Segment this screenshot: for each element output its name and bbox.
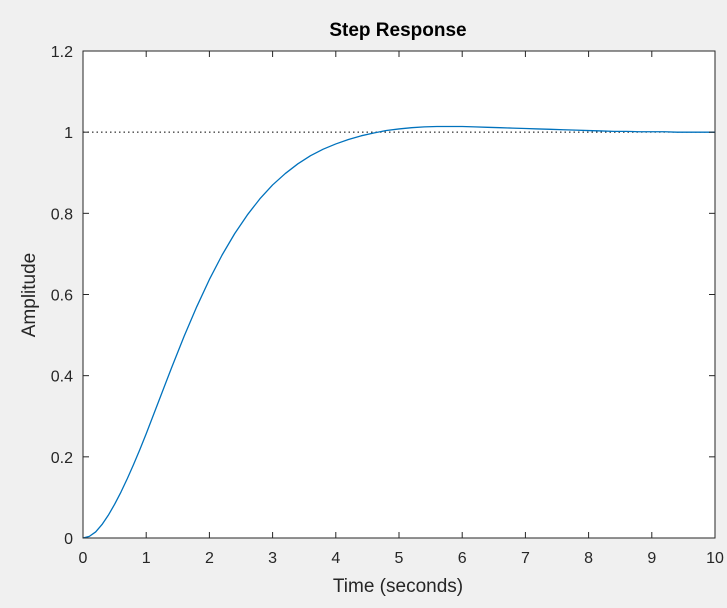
x-tick-label: 4: [331, 550, 340, 567]
axes-box: [82, 50, 716, 539]
y-tick-label: 1: [64, 125, 73, 142]
y-tick-label: 0: [64, 531, 73, 548]
x-tick-label: 2: [205, 550, 214, 567]
y-tick-label: 0.2: [51, 450, 73, 467]
y-tick-label: 1.2: [51, 44, 73, 61]
x-tick-label: 1: [142, 550, 151, 567]
y-tick-label: 0.8: [51, 206, 73, 223]
x-tick-label: 9: [647, 550, 656, 567]
y-tick-label: 0.6: [51, 288, 73, 305]
x-tick-label: 8: [584, 550, 593, 567]
y-tick-label: 0.4: [51, 369, 73, 386]
x-tick-label: 3: [268, 550, 277, 567]
x-tick-label: 6: [458, 550, 467, 567]
x-axis-label: Time (seconds): [333, 576, 463, 597]
x-tick-label: 7: [521, 550, 530, 567]
x-tick-label: 5: [395, 550, 404, 567]
chart-title: Step Response: [329, 20, 466, 41]
x-tick-label: 10: [706, 550, 724, 567]
step-response-line: [82, 125, 715, 539]
y-axis-label: Amplitude: [19, 253, 40, 338]
x-tick-label: 0: [79, 550, 88, 567]
